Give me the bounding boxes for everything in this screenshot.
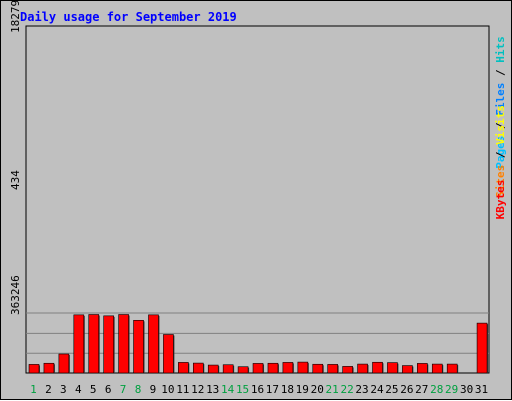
x-tick-label-day-3: 3: [60, 383, 67, 396]
bar-kbytes-day-16: [252, 363, 264, 374]
x-tick-label-day-16: 16: [251, 383, 264, 396]
x-tick-label-day-5: 5: [90, 383, 97, 396]
panel-2-series-label-part-1: Sites: [494, 165, 507, 198]
bar-kbytes-day-23: [357, 363, 368, 374]
x-tick-label-day-25: 25: [385, 383, 398, 396]
bar-kbytes-day-28: [431, 363, 443, 374]
panel-1-series-label-part-4: /: [494, 63, 507, 83]
panel-1-series-label-part-5: Hits: [494, 36, 507, 63]
x-tick-label-day-11: 11: [176, 383, 189, 396]
bar-kbytes-day-4: [73, 314, 85, 374]
bar-kbytes-day-9: [148, 314, 159, 374]
x-tick-label-day-7: 7: [120, 383, 127, 396]
bar-kbytes-day-11: [178, 362, 189, 374]
panel-2-series-label-part-3: Visits: [494, 105, 507, 145]
bar-kbytes-day-12: [192, 362, 204, 374]
bar-kbytes-day-18: [282, 362, 294, 374]
x-tick-label-day-21: 21: [326, 383, 339, 396]
x-tick-label-day-14: 14: [221, 383, 235, 396]
x-tick-label-day-20: 20: [311, 383, 324, 396]
x-tick-label-day-15: 15: [236, 383, 249, 396]
x-tick-label-day-1: 1: [30, 383, 37, 396]
panel-1-series-label-part-3: Files: [494, 83, 507, 116]
panel-3-series-label: KBytes: [494, 180, 507, 220]
bar-kbytes-day-3: [58, 353, 70, 374]
x-tick-label-day-12: 12: [191, 383, 204, 396]
x-tick-label-day-8: 8: [135, 383, 142, 396]
bar-kbytes-day-5: [88, 314, 100, 374]
x-tick-label-day-31: 31: [475, 383, 488, 396]
bar-kbytes-day-7: [118, 314, 129, 374]
x-tick-label-day-19: 19: [296, 383, 309, 396]
bar-kbytes-day-20: [312, 363, 324, 374]
bar-kbytes-day-8: [133, 320, 144, 374]
panel-3-series-label-part-1: KBytes: [494, 180, 507, 220]
panel-1-series-label: Pages / Files / Hits: [494, 36, 507, 169]
panel-2-series-label-part-2: /: [494, 145, 507, 165]
x-tick-label-day-30: 30: [460, 383, 473, 396]
bar-kbytes-day-31: [476, 322, 488, 374]
bar-kbytes-day-2: [43, 362, 55, 374]
panel-1-series-label-part-1: Pages: [494, 136, 507, 169]
x-tick-label-day-2: 2: [45, 383, 52, 396]
x-tick-label-day-23: 23: [355, 383, 368, 396]
x-tick-label-day-18: 18: [281, 383, 294, 396]
panel-2-series-label: Sites / Visits: [494, 105, 507, 198]
chart-title: Daily usage for September 2019: [20, 10, 237, 24]
bar-kbytes-day-19: [297, 361, 309, 374]
x-tick-label-day-10: 10: [161, 383, 174, 396]
x-tick-label-day-17: 17: [266, 383, 279, 396]
bar-kbytes-day-14: [222, 364, 234, 374]
x-tick-label-day-28: 28: [430, 383, 443, 396]
x-tick-label-day-24: 24: [370, 383, 384, 396]
x-tick-label-day-6: 6: [105, 383, 112, 396]
panel-3-max-label: 363246: [9, 275, 22, 315]
bar-kbytes-day-13: [207, 364, 219, 374]
bar-kbytes-day-15: [237, 366, 249, 374]
bar-kbytes-day-24: [372, 361, 383, 374]
bar-kbytes-day-6: [103, 315, 114, 374]
bar-kbytes-day-29: [446, 363, 458, 374]
bar-kbytes-day-21: [327, 364, 339, 374]
panel-3-area: [25, 25, 490, 374]
x-tick-label-day-13: 13: [206, 383, 219, 396]
panel-1-series-label-part-2: /: [494, 116, 507, 136]
panel-1-max-label: 18279: [9, 1, 22, 33]
x-tick-label-day-27: 27: [415, 383, 428, 396]
bar-kbytes-day-22: [342, 366, 353, 374]
x-tick-label-day-9: 9: [150, 383, 157, 396]
x-tick-label-day-4: 4: [75, 383, 82, 396]
bar-kbytes-day-17: [267, 362, 279, 374]
x-tick-label-day-29: 29: [445, 383, 458, 396]
bar-kbytes-day-25: [387, 362, 398, 374]
panel-2-max-label: 434: [9, 170, 22, 190]
bar-kbytes-day-27: [417, 363, 428, 374]
bar-kbytes-day-26: [402, 365, 413, 374]
x-tick-label-day-22: 22: [340, 383, 353, 396]
x-tick-label-day-26: 26: [400, 383, 413, 396]
bar-kbytes-day-1: [28, 364, 40, 374]
bar-kbytes-day-10: [163, 334, 174, 374]
